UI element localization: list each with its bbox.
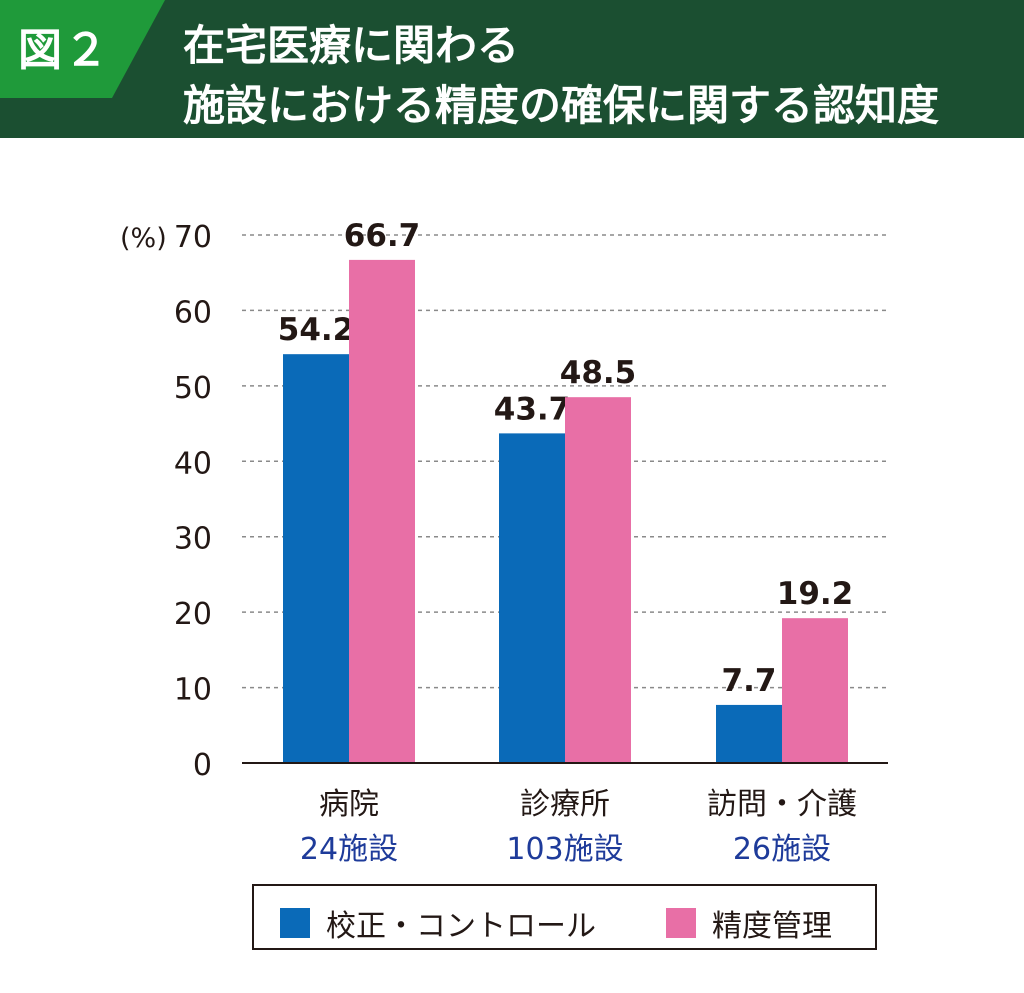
legend-label-calibration: 校正・コントロール <box>326 909 596 944</box>
legend-swatch-accuracy <box>666 908 696 938</box>
figure-badge: 図２ <box>0 0 165 98</box>
bar <box>499 433 565 763</box>
y-tick-label: 10 <box>174 673 212 708</box>
y-tick-label: 40 <box>174 446 212 481</box>
legend-item-calibration: 校正・コントロール <box>280 901 596 945</box>
y-tick-label: 70 <box>174 220 212 255</box>
data-label: 7.7 <box>722 663 777 699</box>
bar <box>782 618 848 763</box>
y-tick-label: 30 <box>174 522 212 557</box>
data-label: 19.2 <box>777 576 854 612</box>
legend-item-accuracy: 精度管理 <box>666 901 832 945</box>
x-facility-count-label: 103施設 <box>506 832 623 867</box>
chart-header: 図２ 在宅医療に関わる 施設における精度の確保に関する認知度 <box>0 0 1024 138</box>
data-label: 66.7 <box>344 218 421 254</box>
legend-label-accuracy: 精度管理 <box>712 909 832 944</box>
chart-title-line-2: 施設における精度の確保に関する認知度 <box>183 81 940 130</box>
y-tick-label: 20 <box>174 597 212 632</box>
data-label: 43.7 <box>494 391 571 427</box>
data-label: 48.5 <box>560 355 637 391</box>
chart-title-line-1: 在宅医療に関わる <box>183 21 520 70</box>
x-category-label: 訪問・介護 <box>707 787 857 822</box>
legend-swatch-calibration <box>280 908 310 938</box>
y-axis-unit-label: (%) <box>120 223 167 254</box>
y-tick-label: 50 <box>174 371 212 406</box>
x-facility-count-label: 24施設 <box>300 832 398 867</box>
x-category-label: 診療所 <box>520 787 610 822</box>
bar <box>349 259 415 763</box>
bar <box>283 354 349 763</box>
figure-number: 図２ <box>18 25 110 76</box>
x-facility-count-label: 26施設 <box>733 832 831 867</box>
data-label: 54.2 <box>278 312 355 348</box>
bar <box>565 397 631 763</box>
x-category-label: 病院 <box>319 787 379 822</box>
bar <box>716 704 782 763</box>
bar-chart: 0 10 20 30 40 50 60 70(%) 54.2 66.7 病院 24施設 43.748.5… <box>120 218 888 867</box>
y-tick-label: 0 <box>193 748 212 783</box>
chart-legend: 校正・コントロール 精度管理 <box>252 884 877 950</box>
y-tick-label: 60 <box>174 295 212 330</box>
